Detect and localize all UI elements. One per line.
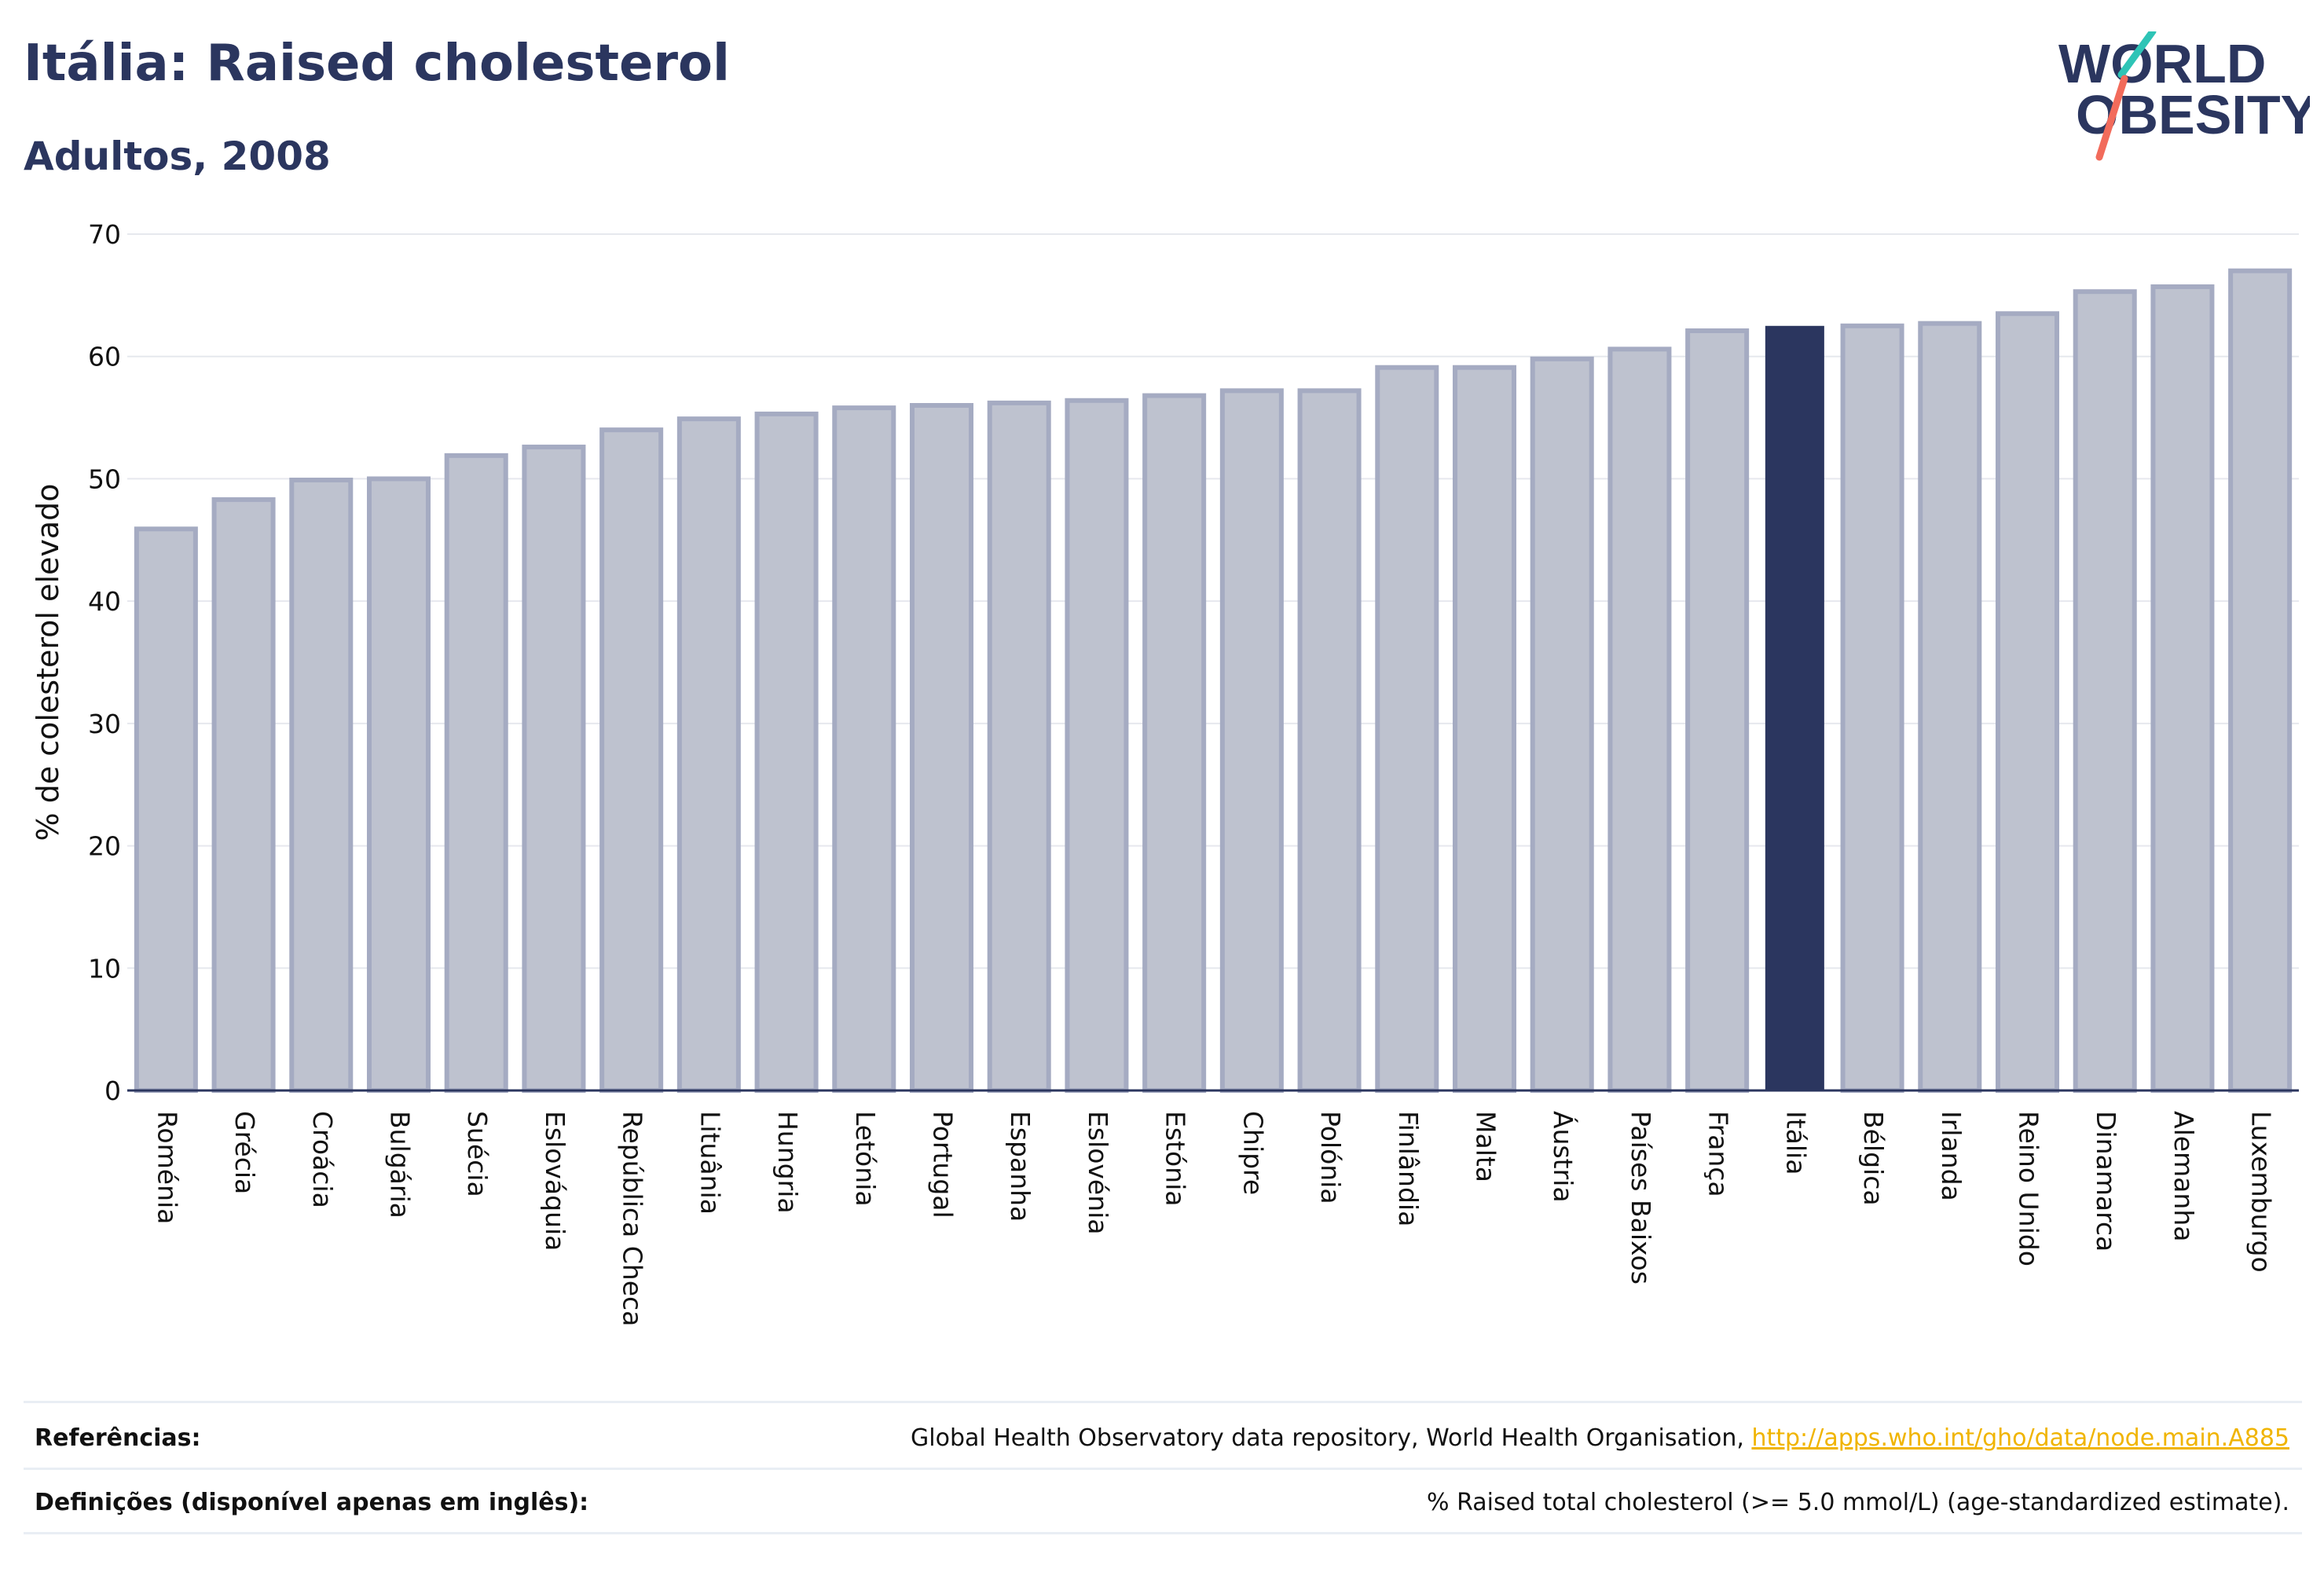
y-tick-label: 60 [88, 342, 121, 372]
x-tick-labels: Roménia Grécia Croácia Bulgária Suécia Eslová… [152, 1111, 2276, 1326]
definitions-text: % Raised total cholesterol (>= 5.0 mmol/… [1427, 1489, 2289, 1516]
bar [1918, 321, 1982, 1093]
x-tick-label: Malta [1471, 1111, 1501, 1182]
bar [1452, 365, 1517, 1093]
x-tick-label: Reino Unido [2014, 1111, 2044, 1266]
bar [2073, 289, 2137, 1093]
logo-line1: WORLD [2058, 33, 2266, 94]
definitions-label: Definições (disponível apenas em inglês)… [35, 1489, 589, 1516]
bar [289, 477, 354, 1093]
footer-divider-top [24, 1401, 2302, 1403]
x-tick-label: Finlândia [1393, 1111, 1424, 1226]
logo-slash-coral [2095, 75, 2128, 161]
y-tick-label: 40 [88, 586, 121, 617]
bar [832, 405, 896, 1093]
bar [366, 476, 431, 1093]
y-tick-label: 20 [88, 831, 121, 862]
y-tick-labels: 0 10 20 30 40 50 60 70 [88, 219, 121, 1106]
x-tick-label: Alemanha [2168, 1111, 2199, 1241]
bar [754, 411, 819, 1093]
chart-subtitle: Adultos, 2008 [24, 134, 331, 179]
footer-divider-bottom [24, 1532, 2302, 1534]
bar [1765, 325, 1824, 1090]
bar [1530, 356, 1594, 1094]
x-tick-label: Bélgica [1858, 1111, 1889, 1206]
x-tick-label: Chipre [1237, 1111, 1268, 1195]
y-tick-label: 0 [104, 1076, 121, 1106]
bar [1375, 365, 1439, 1093]
bar [1142, 393, 1207, 1093]
bar [987, 400, 1051, 1093]
x-tick-label: Croácia [307, 1111, 338, 1208]
x-tick-label: Portugal [928, 1111, 959, 1219]
y-tick-label: 10 [88, 953, 121, 984]
x-tick-label: Roménia [152, 1111, 182, 1224]
bar [134, 526, 198, 1093]
references-link[interactable]: http://apps.who.int/gho/data/node.main.A… [1751, 1424, 2289, 1452]
x-tick-label: Grécia [229, 1111, 260, 1194]
bar-chart: 0 10 20 30 40 50 60 70 Roménia Grécia Croácia Bulg… [31, 219, 2299, 1326]
bar [2150, 284, 2215, 1093]
x-tick-label: Suécia [462, 1111, 493, 1197]
bar [1995, 311, 2060, 1093]
y-tick-label: 50 [88, 464, 121, 494]
bar [1685, 328, 1750, 1093]
logo-slash-teal [2117, 31, 2157, 79]
x-tick-label: Luxemburgo [2246, 1111, 2277, 1273]
x-tick-label: Lituânia [695, 1111, 725, 1215]
world-obesity-logo: WORLD OBESITY [2058, 31, 2310, 161]
bar [909, 403, 974, 1093]
bar [2228, 268, 2293, 1094]
x-tick-label: Bulgária [385, 1111, 416, 1219]
x-tick-label: Dinamarca [2091, 1111, 2121, 1252]
x-tick-label: Itália [1780, 1111, 1811, 1175]
x-tick-label: Eslováquia [540, 1111, 570, 1251]
x-tick-label: Eslovénia [1083, 1111, 1113, 1235]
bar [1065, 398, 1129, 1093]
x-tick-label: Irlanda [1936, 1111, 1967, 1201]
bar [599, 427, 664, 1093]
bars [134, 268, 2293, 1094]
x-tick-label: França [1703, 1111, 1734, 1197]
x-tick-label: Estónia [1160, 1111, 1191, 1206]
bar [676, 416, 741, 1093]
x-tick-label: Letónia [850, 1111, 881, 1207]
y-tick-label: 30 [88, 709, 121, 739]
footer-divider-middle [24, 1468, 2302, 1470]
x-tick-label: República Checa [618, 1111, 648, 1326]
bar [211, 497, 276, 1093]
bar [1297, 388, 1362, 1094]
bar [522, 444, 586, 1093]
bar [1607, 346, 1672, 1094]
y-axis-label: % de colesterol elevado [31, 483, 65, 841]
bar [1840, 323, 1904, 1093]
x-tick-label: Áustria [1548, 1111, 1579, 1203]
references-label: Referências: [35, 1424, 201, 1452]
references-value: Global Health Observatory data repositor… [911, 1424, 2289, 1452]
y-tick-label: 70 [88, 219, 121, 250]
x-tick-label: Hungria [772, 1111, 803, 1214]
x-tick-label: Espanha [1005, 1111, 1036, 1222]
x-tick-label: Países Baixos [1626, 1111, 1656, 1285]
chart-title: Itália: Raised cholesterol [24, 35, 730, 93]
bar [1219, 388, 1284, 1094]
bar [444, 453, 508, 1093]
x-tick-label: Polónia [1315, 1111, 1346, 1204]
references-text: Global Health Observatory data repositor… [911, 1424, 1752, 1452]
